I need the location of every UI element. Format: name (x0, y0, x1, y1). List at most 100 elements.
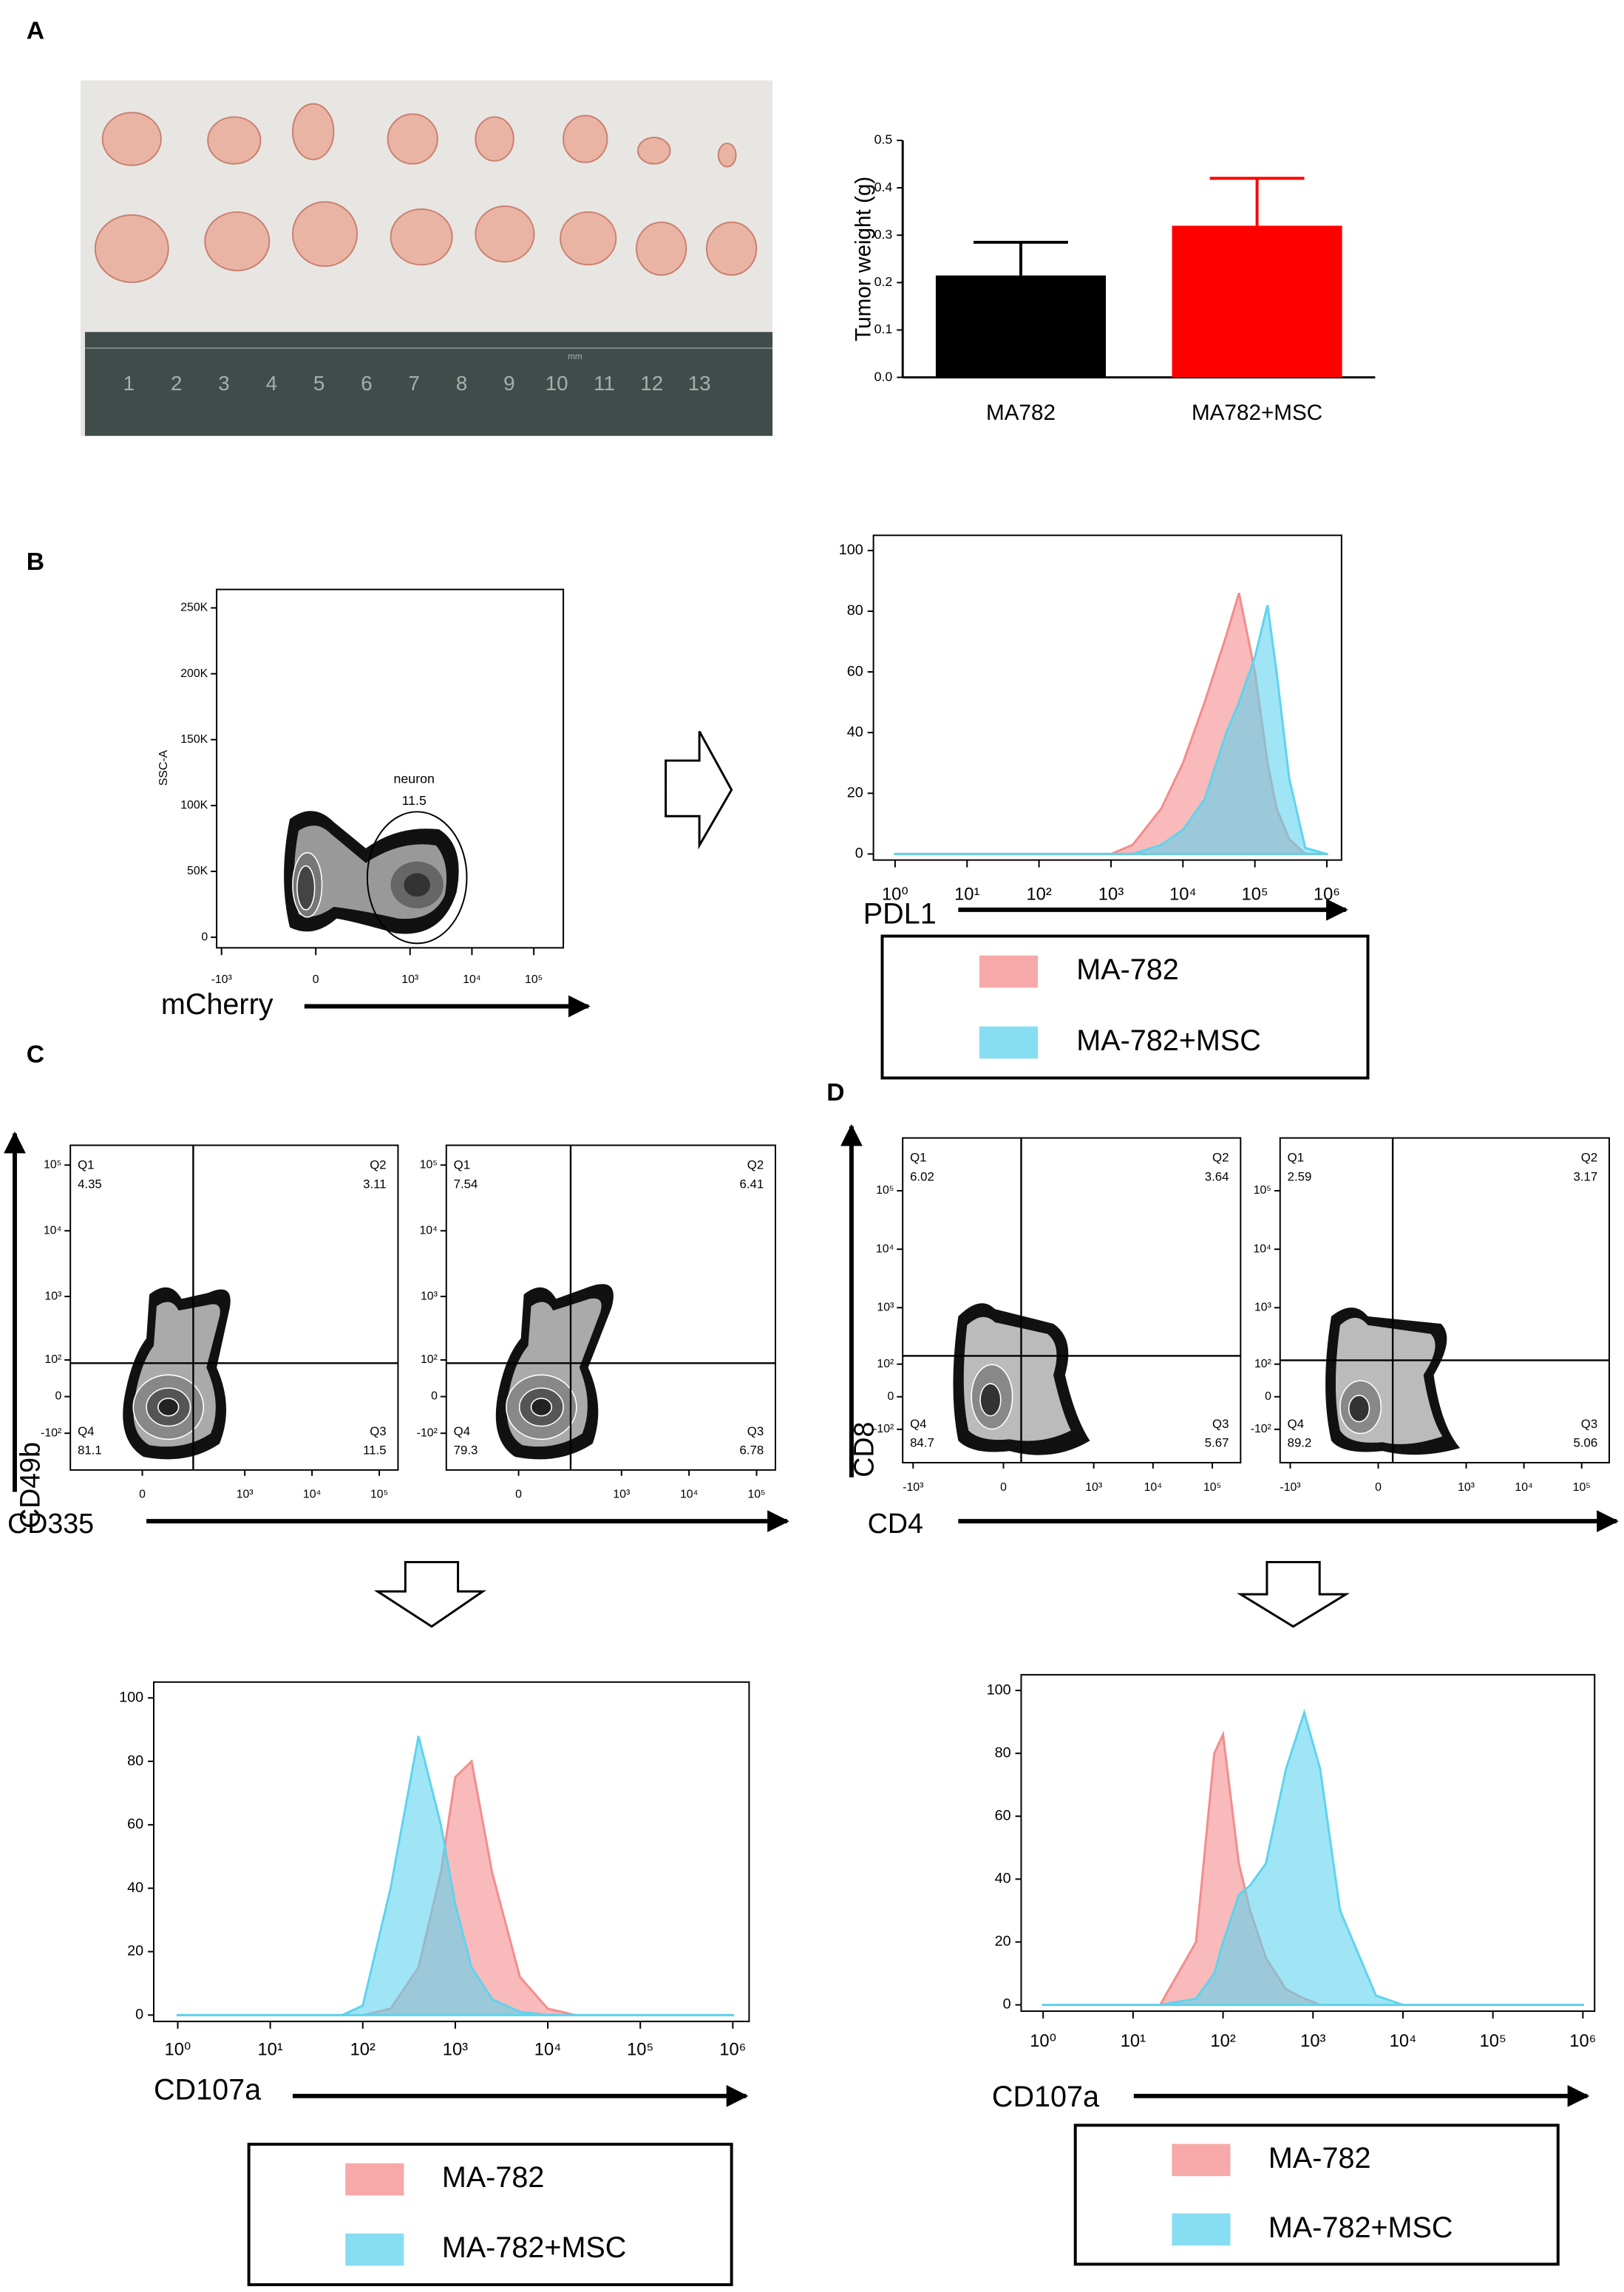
legend-swatch (345, 2233, 404, 2266)
y-tick-label: 0 (888, 1390, 894, 1403)
y-tick-label: 60 (127, 1816, 143, 1832)
x-tick-label: 0 (1000, 1481, 1007, 1494)
quadrant-name: Q3 (1581, 1417, 1597, 1431)
y-axis-title: CD8 (849, 1422, 880, 1477)
x-axis-title: CD4 (868, 1508, 923, 1539)
y-tick-label: 10³ (421, 1290, 438, 1302)
ruler-number: 5 (313, 372, 325, 395)
panel-label: B (27, 548, 44, 576)
axis-arrow (4, 899, 1619, 2107)
x-axis-title: PDL1 (863, 897, 937, 930)
y-tick-label: 10⁴ (1253, 1242, 1271, 1255)
y-axis-title: SSC-A (157, 749, 170, 786)
quadrant-value: 2.59 (1288, 1169, 1312, 1183)
x-tick-label: MA782 (986, 401, 1056, 425)
y-tick-label: 10⁵ (1254, 1184, 1271, 1197)
quadrant-value: 89.2 (1288, 1436, 1312, 1450)
quadrant-value: 81.1 (78, 1443, 102, 1458)
ruler-number: 4 (266, 372, 277, 395)
x-axis-title: mCherry (161, 988, 274, 1021)
legend-label: MA-782 (1268, 2142, 1371, 2174)
ruler-unit: mm (568, 351, 582, 361)
y-tick-label: -10² (873, 1423, 894, 1435)
plot-frame (902, 1137, 1242, 1463)
histogram-area (894, 605, 1328, 856)
legend-label: MA-782+MSC (442, 2231, 627, 2264)
panel-label: D (826, 1079, 844, 1106)
legend-swatch (345, 2163, 404, 2196)
legend-label: MA-782+MSC (1076, 1024, 1261, 1057)
y-tick-label: 0 (55, 1390, 61, 1403)
x-tick-label: 10⁰ (882, 885, 908, 904)
quadrant-name: Q2 (1581, 1151, 1597, 1165)
x-tick-label: 10¹ (1121, 2032, 1146, 2051)
x-tick-label: 10² (350, 2041, 376, 2060)
x-tick-label: 10⁴ (1144, 1481, 1163, 1494)
bar (1172, 225, 1342, 378)
plot-frame (216, 588, 565, 949)
quadrant-value: 5.06 (1573, 1436, 1597, 1450)
x-axis-title: CD107a (154, 2073, 261, 2106)
legend-box (247, 2143, 733, 2287)
x-tick-label: 10⁴ (680, 1489, 699, 1501)
x-tick-label: 10⁴ (1169, 885, 1197, 904)
y-tick-label: -10² (417, 1426, 438, 1439)
legend-label: MA-782 (1076, 953, 1179, 986)
quadrant-name: Q1 (910, 1151, 926, 1165)
y-tick-label: 40 (995, 1871, 1011, 1887)
x-tick-label: 10³ (443, 2041, 468, 2060)
x-tick-label: -10³ (903, 1481, 923, 1494)
y-tick-label: 10³ (1254, 1301, 1271, 1313)
x-tick-label: 10⁴ (463, 973, 481, 986)
zebra-contour (953, 1303, 1461, 1455)
quadrant-name: Q4 (454, 1424, 470, 1438)
y-tick-label: 0 (1003, 1996, 1011, 2013)
y-tick-label: 60 (847, 663, 863, 679)
y-tick-label: 10⁴ (44, 1224, 62, 1237)
plot-frame (152, 1681, 750, 2022)
quadrant-value: 6.78 (739, 1443, 764, 1458)
panel-label: C (27, 1041, 44, 1069)
y-axis-title: Tumor weight (g) (852, 177, 876, 341)
ruler-number: 3 (218, 372, 229, 395)
y-tick-label: 100 (987, 1681, 1011, 1698)
ruler-number: 13 (688, 372, 711, 395)
y-tick-label: 100 (119, 1689, 143, 1705)
tumor-photo (81, 80, 773, 436)
y-tick-label: 0 (135, 2007, 143, 2023)
ruler-number: 1 (123, 372, 135, 395)
gate-name: neuron (394, 771, 435, 786)
x-tick-label: 10¹ (257, 2041, 282, 2060)
legend-label: MA-782 (442, 2161, 545, 2194)
y-tick-label: 0.5 (874, 132, 893, 147)
x-tick-label: 10⁴ (1515, 1481, 1533, 1494)
x-tick-label: 10⁵ (1242, 885, 1268, 904)
y-tick-label: 10³ (44, 1290, 61, 1302)
x-tick-label: -10³ (211, 973, 232, 986)
x-tick-label: 10³ (1085, 1481, 1102, 1494)
x-tick-label: 0 (313, 973, 319, 986)
y-tick-label: 80 (847, 602, 863, 619)
y-tick-label: 10⁵ (420, 1158, 438, 1171)
x-tick-label: 10³ (1300, 2032, 1325, 2051)
ruler-number: 9 (503, 372, 514, 395)
zebra-contour (123, 1284, 614, 1460)
quadrant-name: Q4 (910, 1417, 926, 1431)
histogram-area (176, 1735, 734, 2016)
legend-swatch (979, 1026, 1039, 1059)
y-tick-label: 20 (127, 1943, 143, 1959)
x-tick-label: 10⁵ (525, 973, 543, 986)
y-tick-label: 20 (995, 1934, 1011, 1950)
ruler-number: 8 (456, 372, 467, 395)
x-tick-label: 10⁶ (1314, 885, 1340, 904)
legend-swatch (1172, 2143, 1231, 2177)
plot-frame (69, 1144, 399, 1471)
quadrant-name: Q2 (747, 1158, 764, 1172)
plot-frame (445, 1144, 777, 1471)
quadrant-value: 6.41 (739, 1177, 764, 1191)
y-tick-label: 10⁵ (44, 1158, 61, 1171)
x-tick-label: 10³ (1458, 1481, 1475, 1494)
quadrant-value: 3.64 (1205, 1169, 1229, 1183)
x-tick-label: 10⁴ (1390, 2032, 1417, 2051)
quadrant-value: 11.5 (363, 1443, 386, 1458)
